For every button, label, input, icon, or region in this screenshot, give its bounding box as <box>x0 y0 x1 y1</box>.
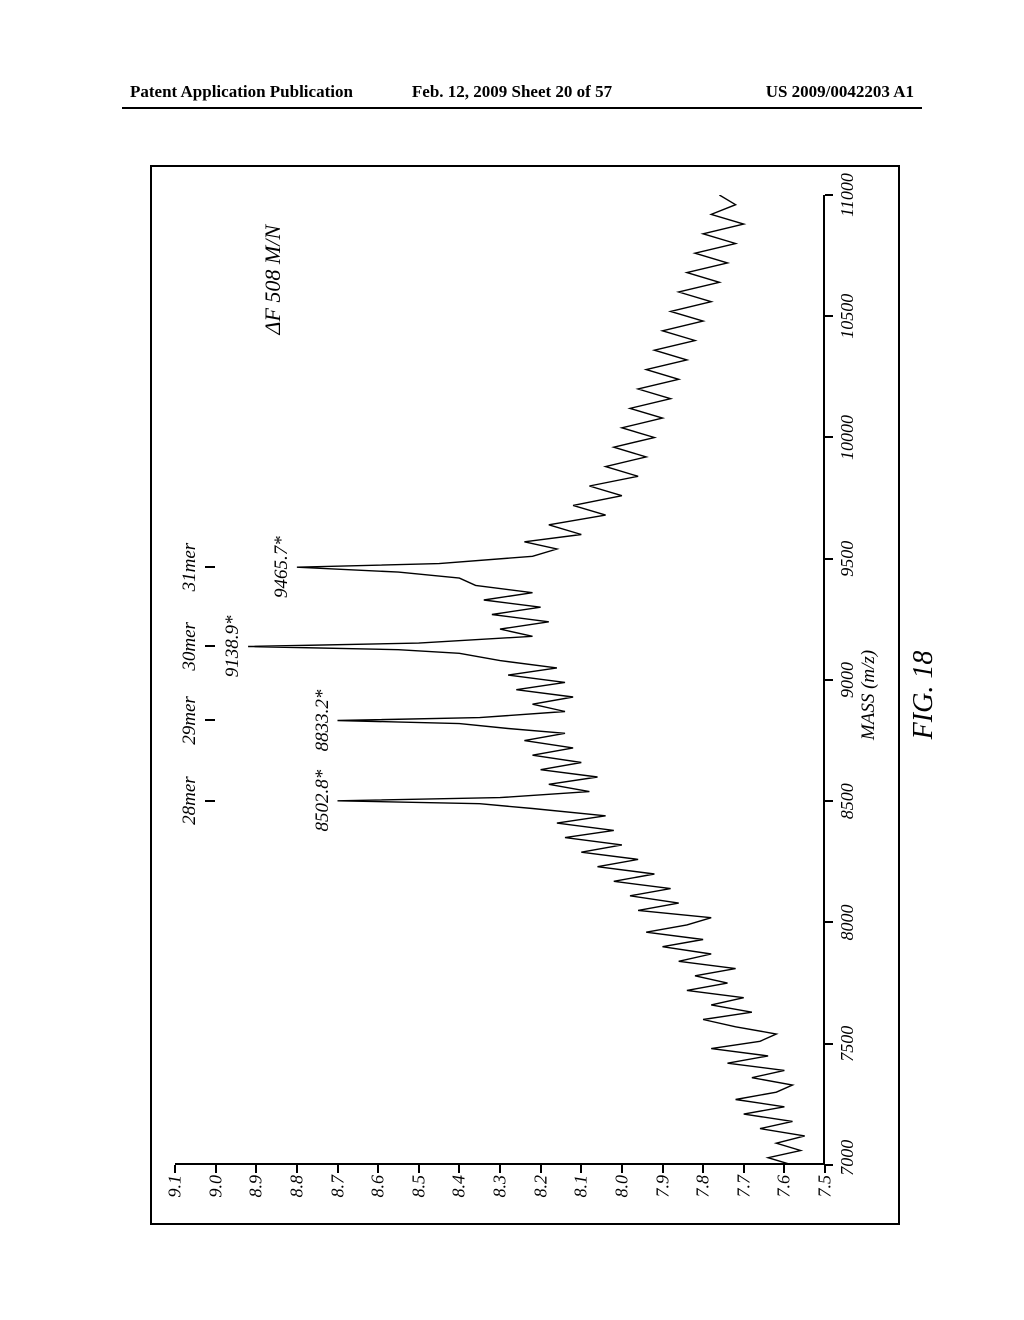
peak-mass-label: 8833.2* <box>312 690 334 752</box>
page-header: Patent Application Publication Feb. 12, … <box>0 82 1024 102</box>
x-tick <box>825 800 833 802</box>
peak-tick <box>205 800 215 802</box>
spectrum-line <box>175 195 825 1165</box>
x-tick <box>825 1164 833 1166</box>
y-tick-label: 7.9 <box>652 1175 673 1217</box>
peak-mer-label: 28mer <box>179 776 201 825</box>
x-tick-label: 10500 <box>837 294 858 339</box>
figure-frame: 7.5 7.6 7.7 7.8 7.9 8.0 8.1 8.2 8.3 8.4 8.5 8.6 8.7 8… <box>150 165 900 1225</box>
y-tick <box>621 1165 623 1173</box>
y-tick <box>296 1165 298 1173</box>
plot-area: 7.5 7.6 7.7 7.8 7.9 8.0 8.1 8.2 8.3 8.4 8.5 8.6 8.7 8… <box>150 165 900 1225</box>
y-tick-label: 8.7 <box>327 1175 348 1217</box>
figure-caption: FIG. 18 <box>908 651 940 740</box>
x-axis-title: MASS (m/z) <box>858 650 880 740</box>
y-tick-label: 7.6 <box>774 1175 795 1217</box>
x-tick <box>825 679 833 681</box>
y-tick <box>215 1165 217 1173</box>
y-tick <box>174 1165 176 1173</box>
header-left: Patent Application Publication <box>130 82 353 102</box>
y-tick <box>458 1165 460 1173</box>
x-tick <box>825 922 833 924</box>
y-tick-label: 8.3 <box>490 1175 511 1217</box>
y-tick <box>783 1165 785 1173</box>
x-tick-label: 8000 <box>837 905 858 941</box>
y-tick-label: 8.2 <box>530 1175 551 1217</box>
y-tick <box>418 1165 420 1173</box>
x-tick-label: 8500 <box>837 783 858 819</box>
y-tick-label: 9.0 <box>205 1175 226 1217</box>
x-tick-label: 9500 <box>837 541 858 577</box>
y-tick-label: 7.7 <box>733 1175 754 1217</box>
peak-mass-label: 9465.7* <box>271 536 293 598</box>
x-tick <box>825 437 833 439</box>
y-tick <box>540 1165 542 1173</box>
peak-tick <box>205 566 215 568</box>
y-tick-label: 7.8 <box>693 1175 714 1217</box>
y-tick-label: 9.1 <box>165 1175 186 1217</box>
peak-tick <box>205 645 215 647</box>
x-tick <box>825 558 833 560</box>
x-tick-label: 11000 <box>837 173 858 217</box>
x-tick-label: 7000 <box>837 1140 858 1176</box>
peak-tick <box>205 719 215 721</box>
x-tick <box>825 194 833 196</box>
peak-mass-label: 9138.9* <box>222 615 244 677</box>
header-center: Feb. 12, 2009 Sheet 20 of 57 <box>412 82 612 102</box>
y-tick <box>824 1165 826 1173</box>
y-tick <box>662 1165 664 1173</box>
y-tick-label: 8.1 <box>571 1175 592 1217</box>
y-tick-label: 7.5 <box>815 1175 836 1217</box>
y-tick <box>580 1165 582 1173</box>
figure-rotated: 7.57.67.77.87.98.08.18.28.38.48.58.68.78… <box>0 322 1024 1068</box>
y-tick-label: 8.4 <box>449 1175 470 1217</box>
x-tick-label: 7500 <box>837 1026 858 1062</box>
x-tick-label: 10000 <box>837 415 858 460</box>
y-tick <box>377 1165 379 1173</box>
peak-mer-label: 29mer <box>179 696 201 745</box>
y-tick-label: 8.6 <box>368 1175 389 1217</box>
y-tick <box>702 1165 704 1173</box>
y-tick <box>337 1165 339 1173</box>
y-tick-label: 8.9 <box>246 1175 267 1217</box>
peak-mer-label: 30mer <box>179 622 201 671</box>
x-tick-label: 9000 <box>837 662 858 698</box>
y-tick-label: 8.8 <box>286 1175 307 1217</box>
y-tick-label: 8.0 <box>611 1175 632 1217</box>
x-tick <box>825 315 833 317</box>
header-right: US 2009/0042203 A1 <box>766 82 914 102</box>
y-tick <box>499 1165 501 1173</box>
y-tick-label: 8.5 <box>408 1175 429 1217</box>
x-tick <box>825 1043 833 1045</box>
header-divider <box>122 107 922 109</box>
peak-mass-label: 8502.8* <box>312 770 334 832</box>
y-tick <box>743 1165 745 1173</box>
y-tick <box>255 1165 257 1173</box>
chart-annotation: ΔF 508 M/N <box>260 225 286 334</box>
peak-mer-label: 31mer <box>179 543 201 592</box>
